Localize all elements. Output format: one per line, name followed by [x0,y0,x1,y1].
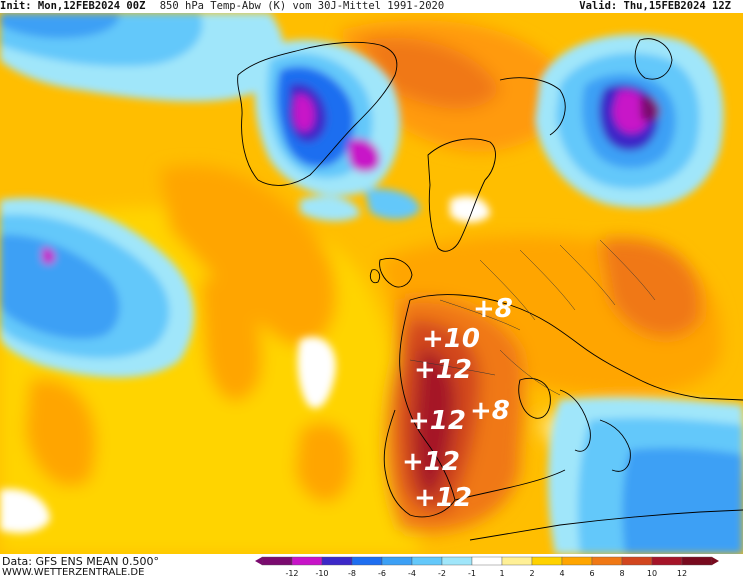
map-header: Init: Mon,12FEB2024 00Z 850 hPa Temp-Abw… [0,0,743,13]
annotation-label: +12 [408,406,466,436]
country-borders [409,239,656,396]
temperature-anomaly-map: +8 +10 +12 +12 +8 +12 +12 [0,13,743,554]
colorbar-swatch [291,556,323,566]
anomaly-annotations: +8 +10 +12 +12 +8 +12 +12 [402,294,513,513]
colorbar-swatch [321,556,353,566]
annotation-label: +12 [414,483,472,513]
colorbar-swatch [591,556,623,566]
data-source-label: Data: GFS ENS MEAN 0.500° [2,555,159,568]
annotation-label: +8 [473,294,513,324]
colorbar-swatch [621,556,653,566]
annotation-label: +10 [422,324,480,354]
colorbar-tick-label: 4 [559,569,564,578]
cold-anomalies [0,13,743,554]
colorbar-tick-label: 2 [529,569,534,578]
colorbar-swatch [441,556,473,566]
annotation-label: +8 [470,396,510,426]
colorbar-tick-label: 1 [499,569,504,578]
valid-time: Valid: Thu,15FEB2024 12Z [579,0,731,12]
colorbar-swatch [531,556,563,566]
colorbar-swatch [381,556,413,566]
map-title: 850 hPa Temp-Abw (K) vom 30J-Mittel 1991… [159,0,445,12]
colorbar-swatch [261,556,293,566]
colorbar-swatch [501,556,533,566]
colorbar-swatch [651,556,683,566]
colorbar-tick-label: 10 [647,569,657,578]
colorbar-right-arrow [712,557,719,565]
colorbar-tick-label: -1 [468,569,476,578]
colorbar-left-arrow [255,557,262,565]
colorbar-tick-label: 8 [619,569,624,578]
coastlines [237,38,743,541]
colorbar-swatch [561,556,593,566]
colorbar-swatch [471,556,503,566]
colorbar-tick-label: -12 [285,569,298,578]
colorbar-tick-label: -2 [438,569,446,578]
init-time: Init: Mon,12FEB2024 00Z [0,0,146,12]
colorbar-swatch [411,556,443,566]
colorbar-tick-label: 6 [589,569,594,578]
colorbar-swatch [681,556,713,566]
colorbar-tick-label: -6 [378,569,386,578]
colorbar-tick-label: -4 [408,569,416,578]
colorbar-tick-label: 12 [677,569,687,578]
website-label: WWW.WETTERZENTRALE.DE [2,567,145,578]
colorbar-legend: -12 -10 -8 -6 -4 -2 -1 1 2 4 6 8 10 12 [255,556,719,578]
colorbar-swatch [351,556,383,566]
annotation-label: +12 [402,447,460,477]
colorbar-tick-label: -10 [315,569,328,578]
annotation-label: +12 [414,355,472,385]
colorbar-tick-label: -8 [348,569,356,578]
